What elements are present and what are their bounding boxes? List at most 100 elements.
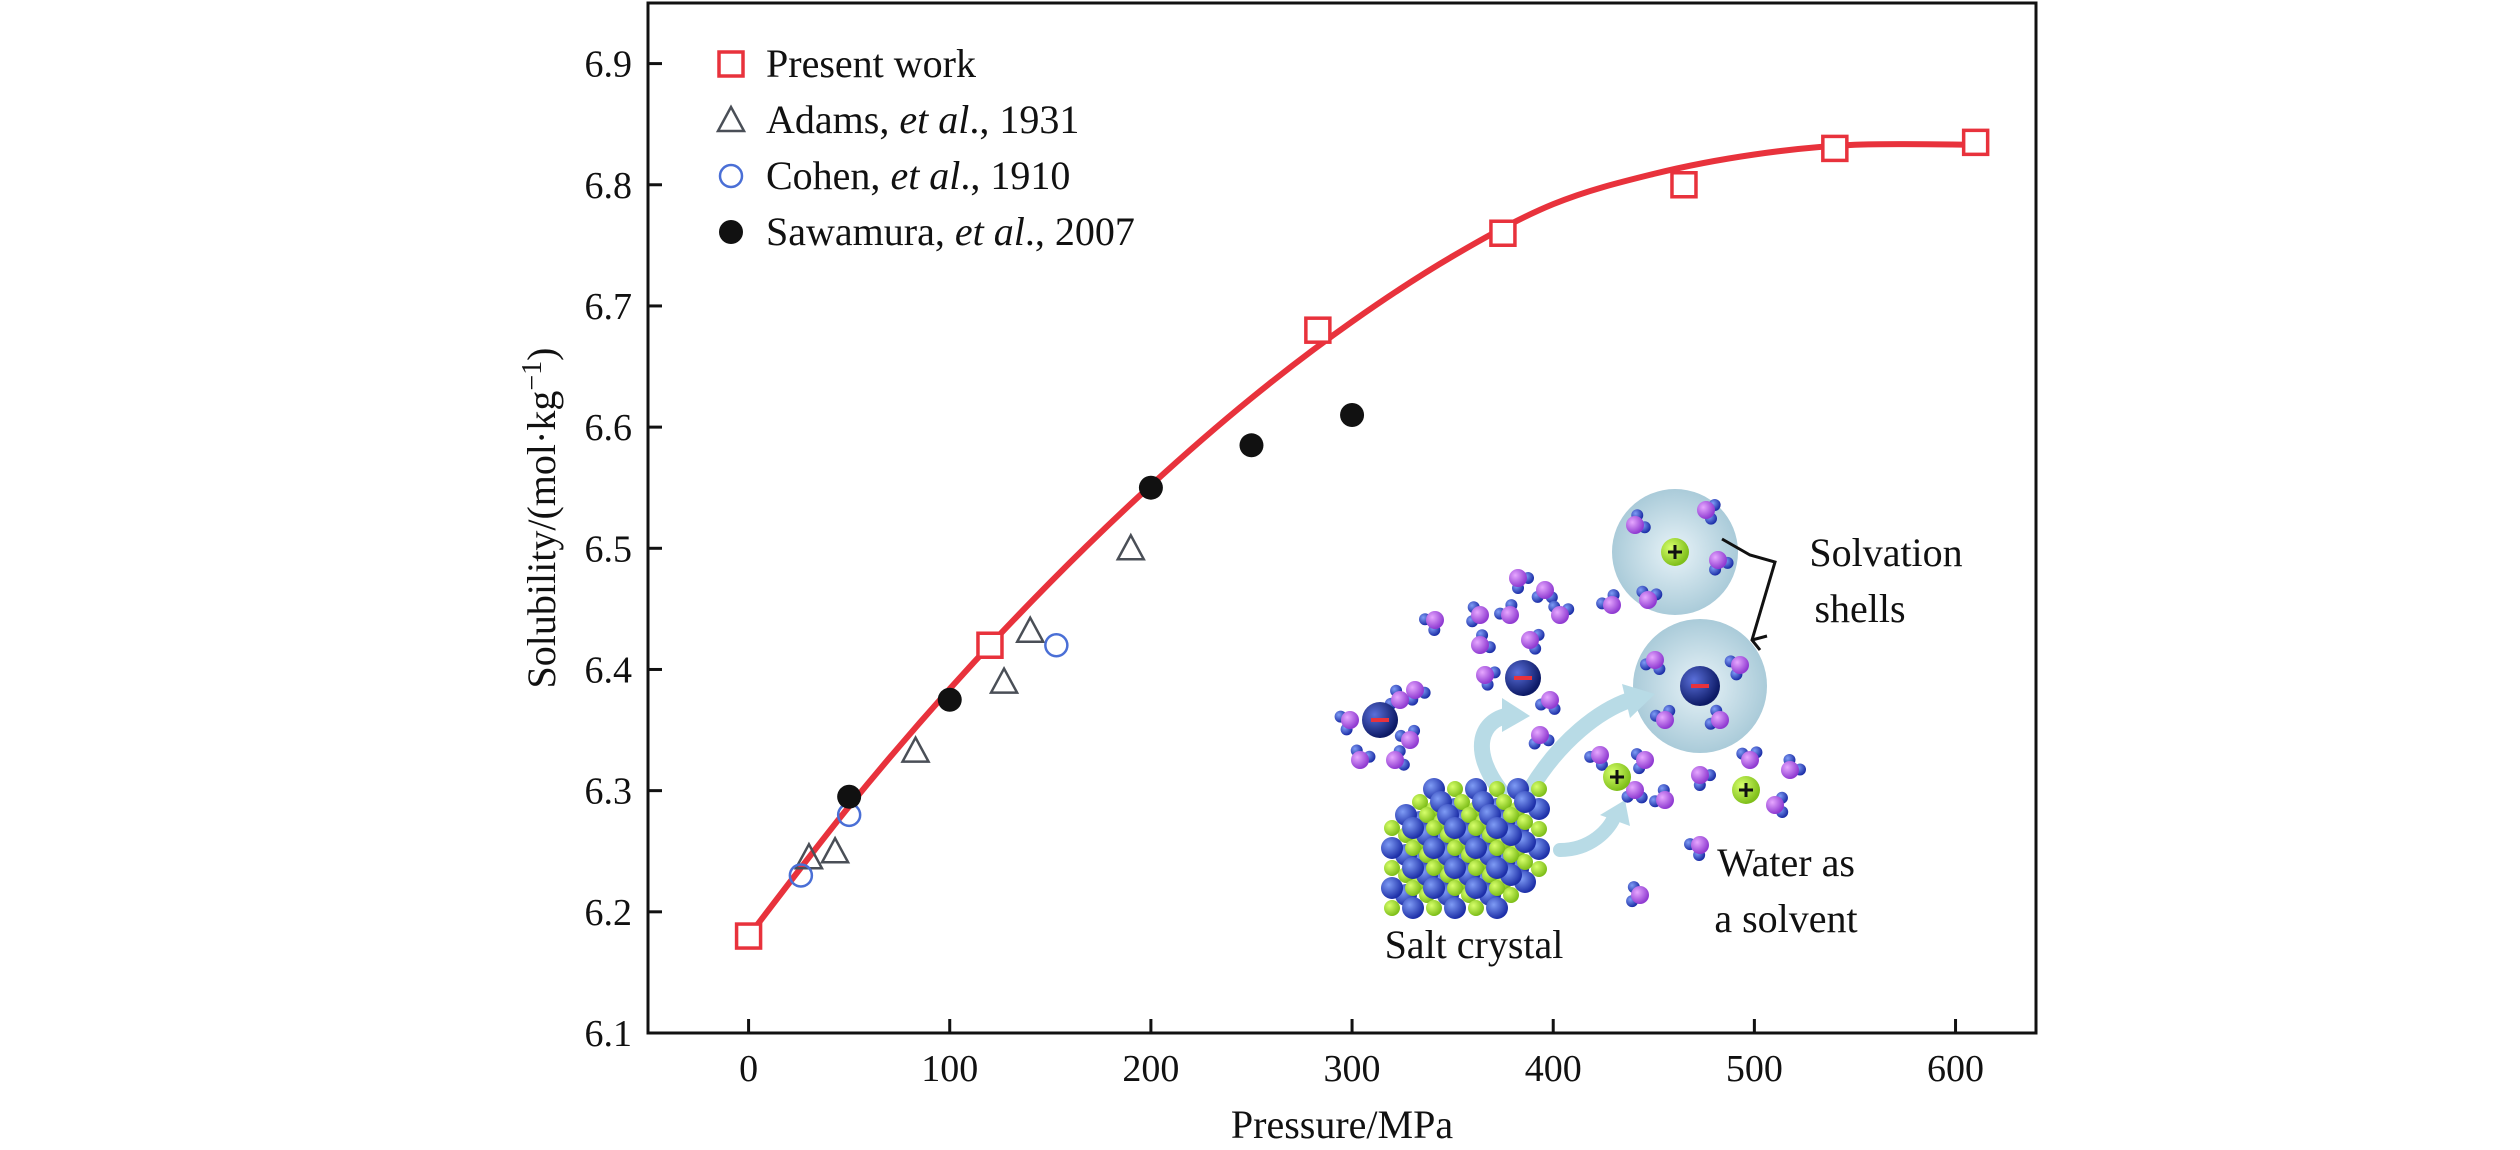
water-molecule bbox=[1535, 691, 1561, 715]
legend-label: Sawamura, et al., 2007 bbox=[766, 209, 1135, 254]
water-molecule bbox=[1386, 745, 1410, 771]
data-point-circle-filled bbox=[837, 784, 862, 809]
crystal-cation bbox=[1496, 794, 1512, 810]
shell-connector bbox=[1721, 537, 1777, 651]
data-point-square bbox=[1489, 219, 1517, 247]
crystal-cation bbox=[1405, 840, 1421, 856]
fit-curve-line bbox=[745, 141, 1979, 940]
x-tick-label: 300 bbox=[1324, 1048, 1381, 1090]
crystal-cation bbox=[1384, 860, 1400, 876]
crystal-cation bbox=[1468, 900, 1484, 916]
x-axis-title: Pressure/MPa bbox=[1231, 1102, 1453, 1147]
dissolve-arrow-2-head bbox=[1622, 684, 1655, 718]
crystal-anion bbox=[1444, 817, 1466, 839]
cation-shell bbox=[1661, 538, 1689, 566]
crystal-anion bbox=[1465, 877, 1487, 899]
dissolve-arrow-3 bbox=[1553, 808, 1622, 857]
water-molecule bbox=[1334, 710, 1359, 736]
crystal-cation bbox=[1468, 820, 1484, 836]
anion-2 bbox=[1505, 660, 1541, 696]
water-molecule bbox=[1630, 748, 1654, 775]
water-molecule bbox=[1724, 655, 1749, 681]
water-molecule bbox=[1649, 784, 1674, 809]
dissolve-arrow-1-head bbox=[1502, 698, 1530, 732]
y-axis-title-close: ) bbox=[519, 348, 564, 361]
crystal-cation bbox=[1517, 814, 1533, 830]
data-point-triangle bbox=[1015, 615, 1046, 643]
data-point-square bbox=[1821, 134, 1849, 163]
legend-marker-circle-open bbox=[718, 163, 744, 189]
data-point-square bbox=[1670, 171, 1698, 199]
water-molecule bbox=[1621, 781, 1648, 804]
crystal-cation bbox=[1419, 807, 1435, 823]
cation-1 bbox=[1603, 763, 1631, 791]
crystal-cation bbox=[1489, 781, 1505, 797]
water-molecule bbox=[1494, 599, 1519, 624]
crystal-cation bbox=[1489, 840, 1505, 856]
y-tick-label: 6.8 bbox=[585, 165, 633, 207]
water-molecule bbox=[1509, 569, 1534, 594]
water-label-line2: a solvent bbox=[1714, 896, 1857, 941]
solvation-label-line1: Solvation bbox=[1809, 530, 1962, 575]
data-point-circle-filled bbox=[937, 687, 962, 712]
y-tick-label: 6.1 bbox=[585, 1013, 633, 1055]
crystal-anion bbox=[1402, 857, 1424, 879]
crystal-anion bbox=[1465, 837, 1487, 859]
y-tick-label: 6.7 bbox=[585, 286, 633, 328]
y-axis-title-sup: −1 bbox=[517, 361, 548, 391]
y-tick-label: 6.2 bbox=[585, 892, 633, 934]
crystal-cation bbox=[1412, 794, 1428, 810]
y-axis-title: Solubility/(mol·kg−1) bbox=[517, 348, 564, 689]
crystal-cation bbox=[1426, 860, 1442, 876]
water-molecule bbox=[1350, 744, 1376, 769]
y-tick-label: 6.4 bbox=[585, 649, 633, 691]
water-molecule bbox=[1471, 629, 1496, 654]
crystal-anion bbox=[1486, 817, 1508, 839]
y-tick-label: 6.6 bbox=[585, 407, 633, 449]
water-molecule bbox=[1531, 581, 1558, 604]
x-tick-label: 600 bbox=[1927, 1048, 1984, 1090]
crystal-cation bbox=[1468, 860, 1484, 876]
water-molecule bbox=[1709, 551, 1734, 576]
shell-connector-lower bbox=[1751, 634, 1768, 642]
crystal-cation bbox=[1447, 880, 1463, 896]
x-tick-label: 500 bbox=[1726, 1048, 1783, 1090]
dissolve-arrow-3-head bbox=[1600, 800, 1630, 826]
data-point-square bbox=[976, 631, 1004, 659]
water-molecule bbox=[1626, 881, 1649, 908]
water-molecule bbox=[1584, 746, 1609, 771]
water-molecules bbox=[1334, 499, 1806, 908]
water-molecule bbox=[1476, 666, 1501, 691]
dissolve-arrow-2 bbox=[1522, 692, 1638, 798]
water-molecule bbox=[1626, 509, 1651, 534]
water-molecule bbox=[1466, 601, 1489, 628]
water-molecule bbox=[1640, 651, 1666, 675]
salt-crystal bbox=[1381, 778, 1550, 919]
plot-frame bbox=[646, 1, 2038, 1035]
data-point-circle-open bbox=[788, 863, 814, 888]
inset-illustration: Solvation shells Water as a solvent Salt… bbox=[1334, 489, 1963, 967]
crystal-cation bbox=[1454, 794, 1470, 810]
data-point-triangle bbox=[988, 665, 1020, 694]
y-axis-title-main: Solubility/(mol·kg bbox=[519, 391, 564, 689]
crystal-cation bbox=[1531, 861, 1547, 877]
water-molecule bbox=[1394, 724, 1421, 749]
data-point-triangle bbox=[819, 835, 851, 864]
x-tick-label: 0 bbox=[739, 1048, 758, 1090]
crystal-cation bbox=[1384, 820, 1400, 836]
y-tick-label: 6.9 bbox=[585, 44, 633, 86]
anion-shell bbox=[1680, 666, 1720, 706]
y-tick-label: 6.5 bbox=[585, 528, 633, 570]
crystal-cation bbox=[1503, 847, 1519, 863]
legend-marker-circle-filled bbox=[719, 220, 743, 244]
data-markers bbox=[734, 128, 1990, 950]
water-molecule bbox=[1548, 600, 1575, 624]
water-molecule bbox=[1697, 499, 1721, 525]
crystal-cation bbox=[1426, 820, 1442, 836]
crystal-cation bbox=[1461, 807, 1477, 823]
water-molecule bbox=[1406, 681, 1431, 706]
data-point-triangle bbox=[900, 735, 931, 763]
crystal-cation bbox=[1426, 900, 1442, 916]
crystal-anion bbox=[1423, 877, 1445, 899]
legend-label: Present work bbox=[766, 41, 976, 86]
